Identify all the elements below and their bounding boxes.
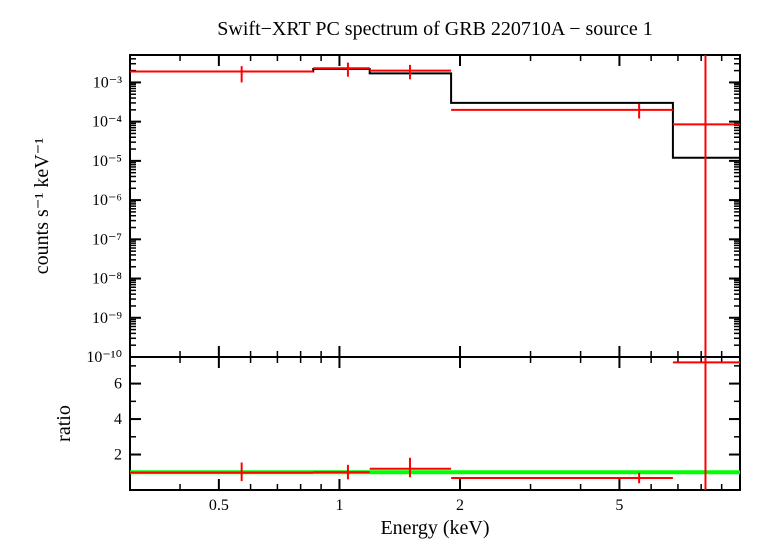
top-ytick-label: 10⁻⁵ (92, 153, 122, 170)
top-ytick-label: 10⁻¹⁰ (86, 349, 122, 366)
x-tick-label: 2 (456, 497, 464, 514)
bottom-ytick-label: 2 (114, 447, 122, 464)
top-ytick-label: 10⁻⁷ (92, 231, 122, 248)
x-axis-label: Energy (keV) (380, 517, 489, 539)
chart-container: Swift−XRT PC spectrum of GRB 220710A − s… (0, 0, 758, 556)
bottom-ytick-label: 4 (114, 411, 122, 428)
x-tick-label: 1 (335, 497, 343, 514)
chart-title: Swift−XRT PC spectrum of GRB 220710A − s… (217, 18, 652, 40)
top-ytick-label: 10⁻³ (93, 74, 122, 91)
top-ytick-label: 10⁻⁴ (92, 114, 122, 131)
x-tick-label: 0.5 (209, 497, 229, 514)
top-ytick-label: 10⁻⁹ (92, 310, 122, 327)
top-panel-frame (130, 55, 740, 357)
top-ytick-label: 10⁻⁶ (92, 192, 122, 209)
bottom-panel-frame (130, 357, 740, 490)
bottom-ytick-label: 6 (114, 376, 122, 393)
model-step-line (130, 69, 740, 158)
top-ytick-label: 10⁻⁸ (92, 271, 122, 288)
top-y-axis-label: counts s⁻¹ keV⁻¹ (31, 138, 53, 274)
bottom-y-axis-label: ratio (53, 405, 75, 442)
chart-svg: Swift−XRT PC spectrum of GRB 220710A − s… (0, 0, 758, 556)
x-tick-label: 5 (615, 497, 623, 514)
